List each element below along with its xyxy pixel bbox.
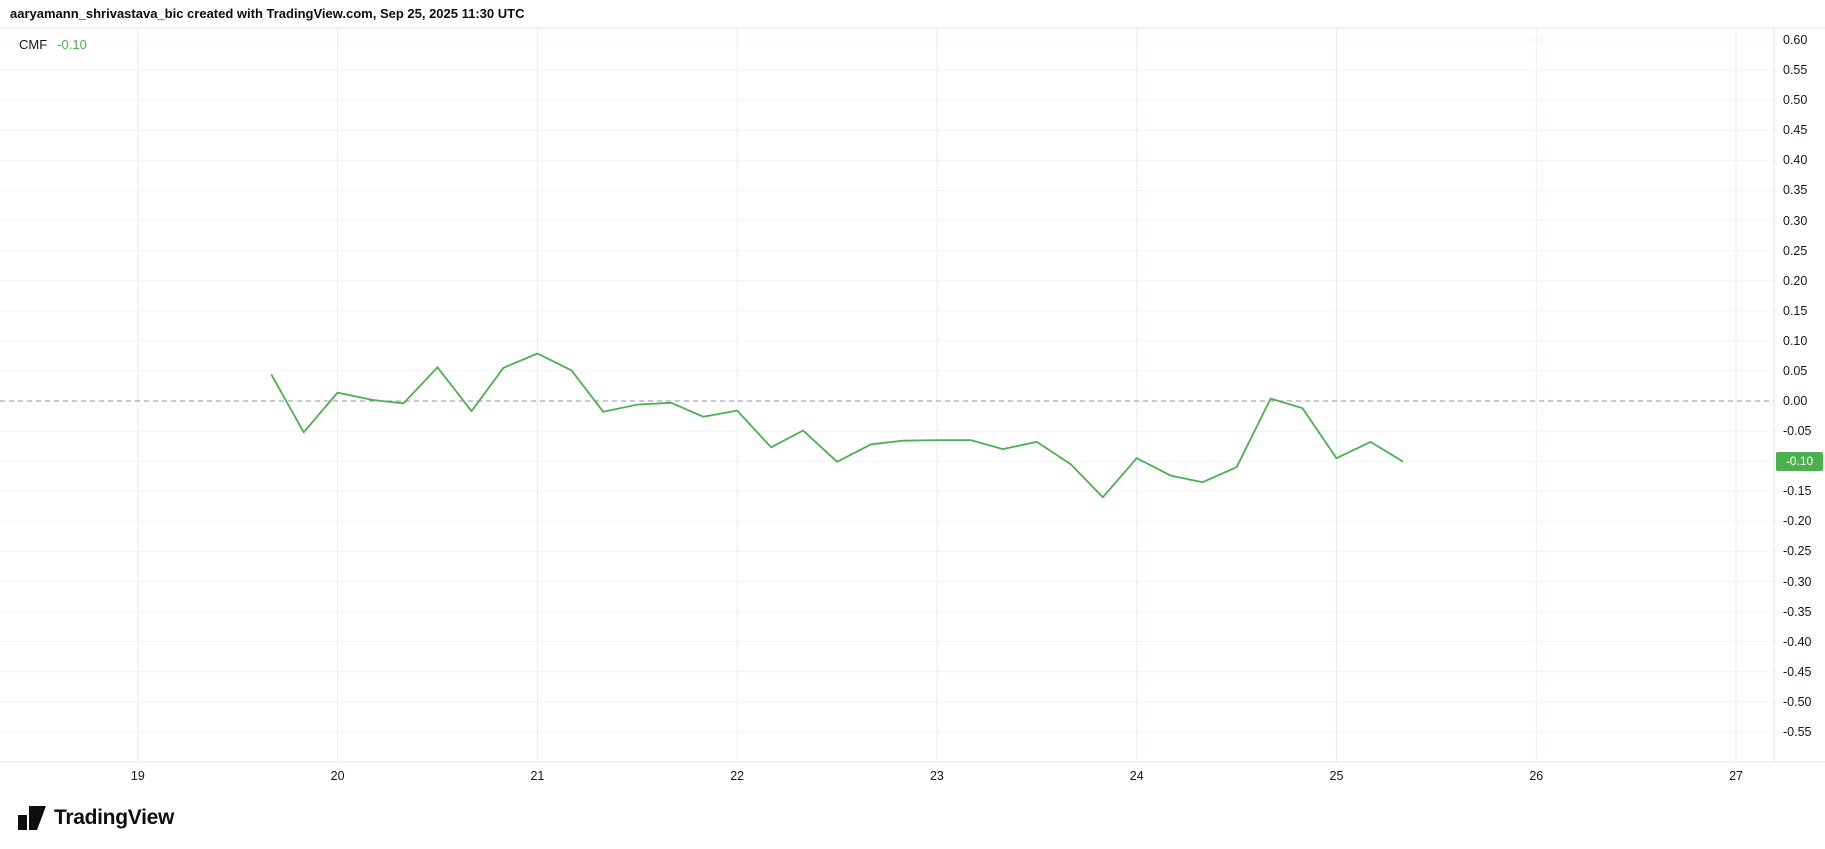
time-axis-label: 25 <box>1329 769 1344 783</box>
indicator-value-label: -0.10 <box>57 37 87 52</box>
price-axis-label: -0.40 <box>1783 634 1812 649</box>
price-axis-label: -0.45 <box>1783 664 1812 679</box>
price-axis-label: 0.60 <box>1783 33 1808 48</box>
tradingview-logo-icon <box>18 806 46 830</box>
tradingview-logo-text: TradingView <box>54 806 175 829</box>
price-axis-label: 0.00 <box>1783 394 1808 409</box>
price-axis-label: 0.20 <box>1783 273 1808 288</box>
attribution-text: aaryamann_shrivastava_bic created with T… <box>10 6 525 21</box>
price-axis-label: -0.35 <box>1783 604 1812 619</box>
last-value-badge: -0.10 <box>1776 451 1823 471</box>
cmf-series-line <box>270 352 1404 499</box>
tradingview-logo[interactable]: TradingView <box>18 806 174 830</box>
price-axis-label: 0.10 <box>1783 333 1808 348</box>
price-axis-label: -0.30 <box>1783 574 1812 589</box>
price-axis-label: 0.30 <box>1783 213 1808 228</box>
price-axis-label: 0.05 <box>1783 363 1808 378</box>
price-axis-label: -0.25 <box>1783 544 1812 559</box>
price-axis-label: 0.45 <box>1783 123 1808 138</box>
price-axis-label: -0.55 <box>1783 724 1812 739</box>
time-axis-label: 22 <box>730 769 745 783</box>
price-axis-label: 0.25 <box>1783 243 1808 258</box>
price-axis-label: 0.55 <box>1783 63 1808 78</box>
price-axis-label: -0.20 <box>1783 514 1812 529</box>
time-axis-label: 24 <box>1129 769 1144 783</box>
indicator-name-label: CMF <box>19 37 48 52</box>
time-axis-label: 26 <box>1529 769 1544 783</box>
time-axis-label: 20 <box>330 769 345 783</box>
price-axis-label: -0.05 <box>1783 424 1812 439</box>
price-axis-label: 0.40 <box>1783 153 1808 168</box>
time-axis-label: 21 <box>530 769 545 783</box>
time-axis-label: 19 <box>130 769 145 783</box>
price-axis-label: -0.50 <box>1783 694 1812 709</box>
time-axis-label: 27 <box>1729 769 1743 783</box>
price-axis-label: 0.50 <box>1783 93 1808 108</box>
price-axis-label: 0.15 <box>1783 303 1808 318</box>
price-axis-label: -0.15 <box>1783 484 1812 499</box>
time-axis-label: 23 <box>929 769 944 783</box>
price-axis-label: 0.35 <box>1783 183 1808 198</box>
indicator-legend[interactable]: CMF -0.10 <box>19 37 87 52</box>
